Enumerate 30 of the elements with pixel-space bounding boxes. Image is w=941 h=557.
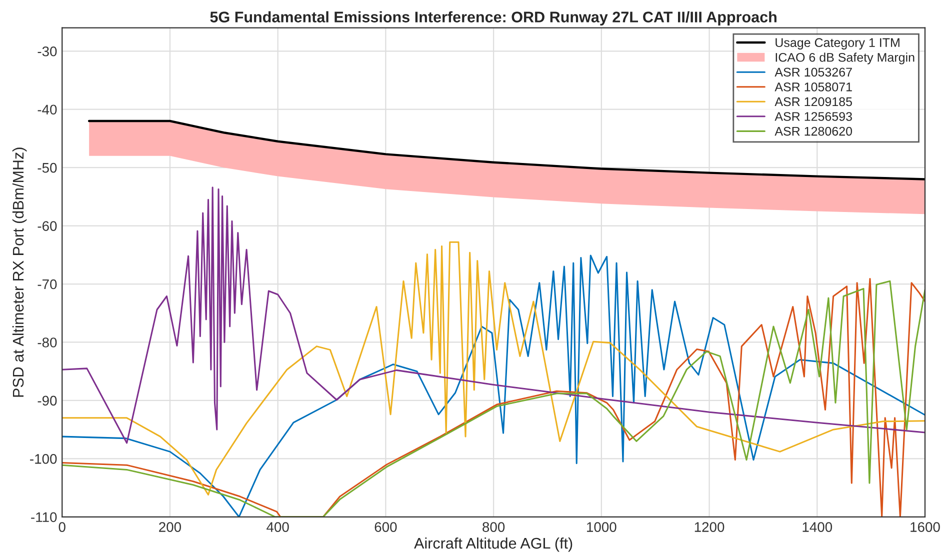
x-tick-label: 0 — [58, 522, 66, 532]
x-tick-label: 800 — [482, 522, 505, 532]
x-axis-title: Aircraft Altitude AGL (ft) — [414, 537, 572, 552]
y-tick-label: -90 — [38, 396, 57, 406]
legend-label: ASR 1280620 — [774, 126, 852, 136]
y-tick-label: -110 — [31, 512, 57, 522]
x-tick-label: 1600 — [910, 522, 940, 532]
x-tick-label: 600 — [374, 522, 397, 532]
legend-label: ASR 1053267 — [774, 68, 852, 77]
line-series — [62, 186, 926, 444]
x-tick-label: 400 — [266, 522, 289, 532]
legend-label: ASR 1256593 — [774, 112, 852, 121]
legend-label: ASR 1058071 — [774, 82, 852, 92]
y-tick-label: -50 — [38, 162, 57, 173]
x-tick-label: 1000 — [587, 522, 616, 532]
y-tick-label: -40 — [38, 104, 57, 115]
legend-label: ICAO 6 dB Safety Margin — [776, 52, 914, 64]
x-tick-label: 1400 — [802, 522, 832, 532]
y-axis-title: PSD at Altimeter RX Port (dBm/MHz) — [12, 148, 27, 397]
legend-label: Usage Category 1 ITM — [776, 38, 900, 50]
y-tick-label: -100 — [30, 454, 57, 464]
x-tick-label: 1200 — [694, 522, 724, 532]
legend-label: ASR 1209185 — [774, 97, 852, 106]
chart-title: 5G Fundamental Emissions Interference: ORD Runway 27L CAT II/III Approach — [210, 11, 776, 26]
y-tick-label: -60 — [38, 221, 57, 231]
x-tick-label: 200 — [159, 522, 182, 532]
y-tick-label: -30 — [38, 46, 57, 56]
y-tick-label: -80 — [38, 338, 57, 348]
line-series — [88, 120, 926, 180]
y-tick-label: -70 — [38, 279, 57, 290]
